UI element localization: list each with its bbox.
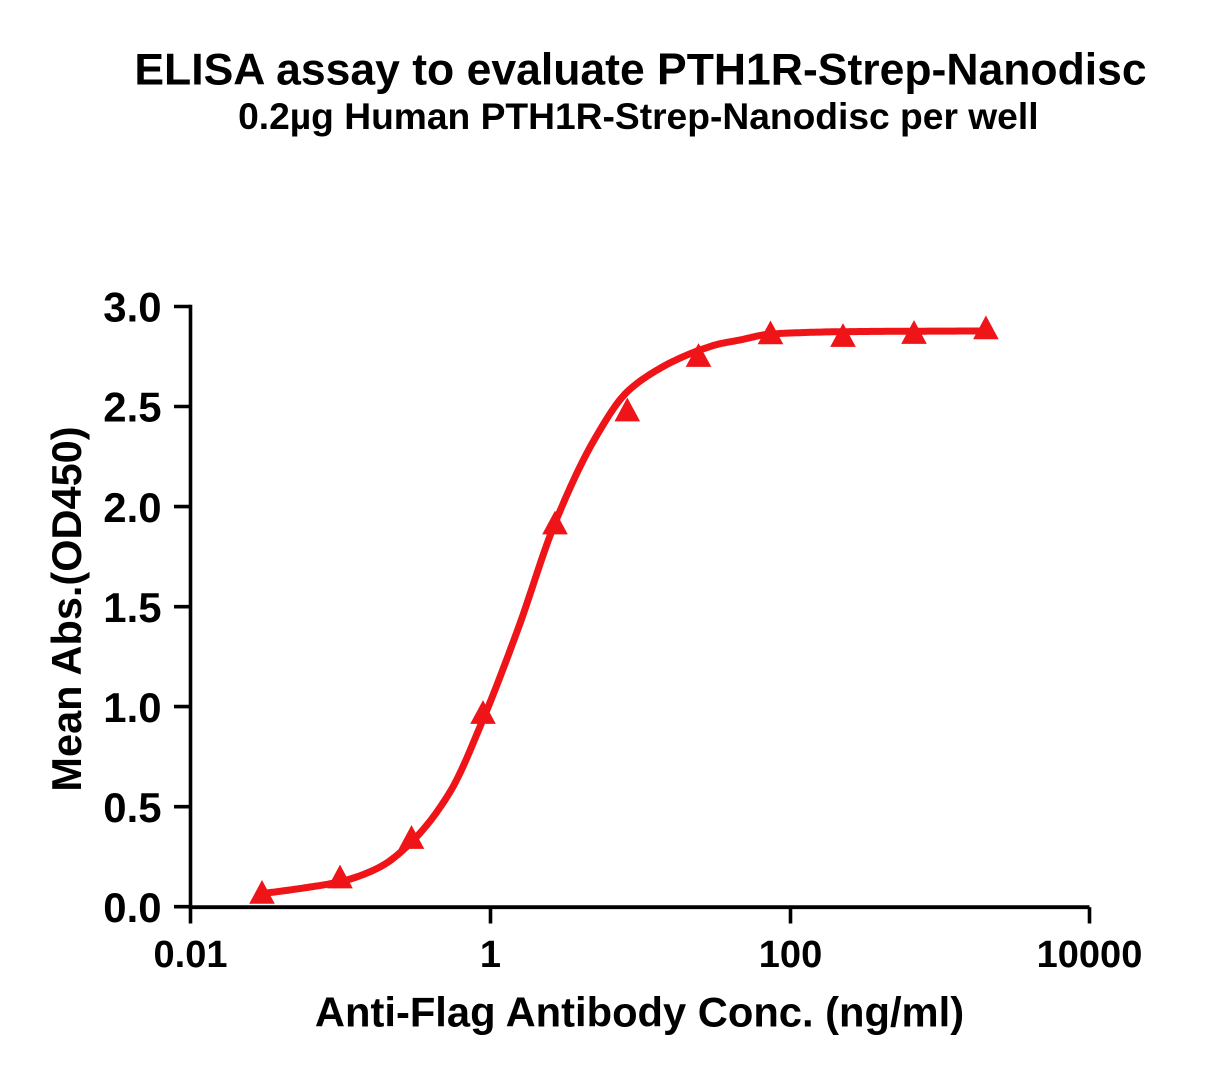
svg-text:Mean Abs.(OD450): Mean Abs.(OD450) (43, 426, 90, 791)
svg-text:0.5: 0.5 (103, 784, 161, 831)
svg-text:0.01: 0.01 (154, 934, 228, 976)
svg-text:1.5: 1.5 (103, 584, 161, 631)
svg-text:1.0: 1.0 (103, 684, 161, 731)
svg-text:Anti-Flag Antibody Conc. (ng/m: Anti-Flag Antibody Conc. (ng/ml) (315, 988, 964, 1035)
svg-text:2.0: 2.0 (103, 484, 161, 531)
svg-text:100: 100 (759, 934, 822, 976)
svg-text:0.0: 0.0 (103, 884, 161, 931)
svg-text:2.5: 2.5 (103, 384, 161, 431)
svg-text:1: 1 (480, 934, 501, 976)
svg-text:0.2µg Human PTH1R-Strep-Nanodi: 0.2µg Human PTH1R-Strep-Nanodisc per wel… (238, 95, 1038, 137)
svg-text:3.0: 3.0 (103, 284, 161, 331)
svg-text:ELISA assay to evaluate PTH1R-: ELISA assay to evaluate PTH1R-Strep-Nano… (134, 46, 1146, 95)
svg-text:10000: 10000 (1037, 934, 1143, 976)
